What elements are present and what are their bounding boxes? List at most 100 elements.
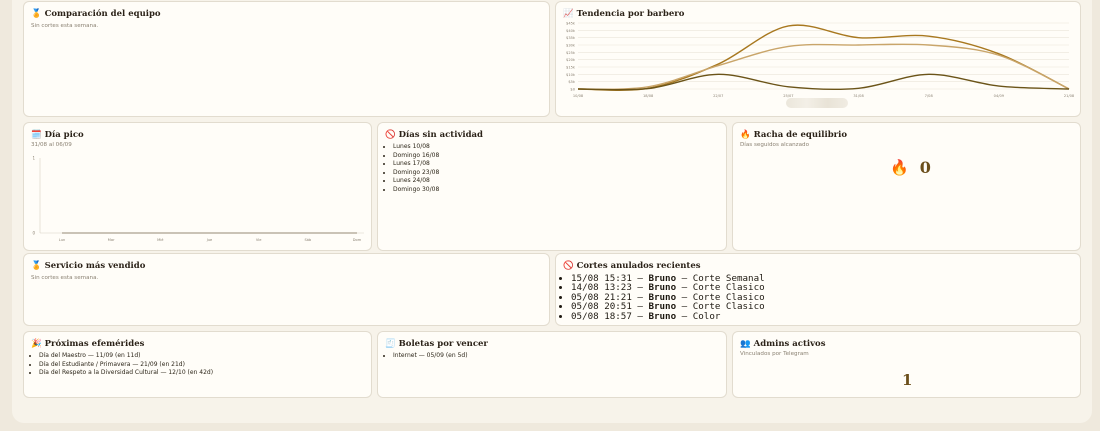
cancelled-cuts-card: 🚫Cortes anulados recientes 15/08 15:31 —… [555,253,1081,326]
card-title: 👥 Admins activos [740,339,826,349]
x-tick-label: Mié [157,238,164,242]
cut-service: — Corte Clasico [676,282,765,294]
y-tick-label: $40k [566,29,576,33]
x-tick-label: 18/08 [643,94,654,98]
y-tick-label: 1 [32,156,35,161]
list-item: Internet — 05/09 (en 5d) [393,352,468,361]
card-title: 📈 Tendencia por barbero [563,9,684,19]
card-title-text: Comparación del equipo [44,9,161,19]
cut-barber: Bruno [648,282,677,294]
list-item: Domingo 16/08 [393,152,439,161]
medal-icon: 🏅 [31,261,42,271]
list-item: Domingo 30/08 [393,186,439,195]
cut-service: — Color [676,310,721,322]
list-item: Lunes 24/08 [393,177,439,186]
active-admins-card: 👥 Admins activos Vinculados por Telegram … [732,331,1081,398]
card-title: 🧾 Boletas por vencer [385,339,488,349]
cut-barber: Bruno [648,310,677,322]
card-title: 🏅 Comparación del equipo [31,9,161,19]
cut-timestamp: 05/08 20:51 — [571,301,649,313]
x-tick-label: 04/09 [994,94,1005,98]
peak-day-chart: 1 0 Lun Mar Mié Jue Vie Sáb Dom [32,156,364,242]
y-tick-label: $0 [570,88,575,92]
y-tick-label: $35k [566,36,576,40]
x-tick-label: Jue [206,238,213,242]
card-title-text: Racha de equilibrio [753,130,848,140]
card-title-text: Días sin actividad [398,130,484,140]
x-tick-label: 31/08 [853,94,864,98]
medal-icon: 🏅 [31,9,42,19]
bills-due-list: Internet — 05/09 (en 5d) [385,352,468,361]
list-item: Día del Respeto a la Diversidad Cultural… [39,369,213,378]
card-subtitle: Sin cortes esta semana. [31,275,99,281]
cut-barber: Bruno [648,291,677,303]
series-line [577,24,1070,91]
cut-service: — Corte Semanal [676,273,765,284]
fire-icon: 🔥 [740,130,751,140]
card-title: 🎉 Próximas efemérides [31,339,144,349]
cancelled-cut-item: 05/08 20:51 — Bruno — Corte Clasico [571,302,765,311]
list-item: Día del Estudiante / Primavera — 21/09 (… [39,361,213,370]
y-tick-label: $10k [566,73,576,77]
dashboard-frame: 🏅 Comparación del equipo Sin cortes esta … [12,0,1092,423]
x-tick-label: 10/08 [573,94,584,98]
team-comparison-card: 🏅 Comparación del equipo Sin cortes esta … [23,1,550,117]
cancelled-cut-item: 14/08 13:23 — Bruno — Corte Clasico [571,283,765,292]
card-title-text: Tendencia por barbero [576,9,685,19]
cut-service: — Corte Clasico [676,301,765,313]
card-title-text: Día pico [44,130,84,140]
fire-icon: 🔥 [890,158,909,177]
cut-timestamp: 05/08 21:21 — [571,291,649,303]
cut-barber: Bruno [648,301,677,313]
card-title-text: Boletas por vencer [398,339,488,349]
list-item: Lunes 17/08 [393,160,439,169]
card-subtitle: Vinculados por Telegram [740,351,809,357]
y-tick-label: $45k [566,22,576,26]
y-tick-label: $20k [566,58,576,62]
streak-value: 🔥 0 [890,157,931,177]
card-title-text: Próximas efemérides [44,339,145,349]
cut-timestamp: 15/08 15:31 — [571,273,649,284]
cut-barber: Bruno [648,273,677,284]
x-tick-label: Sáb [304,238,311,242]
upcoming-dates-card: 🎉Próximas efemérides Día del Maestro — 1… [23,331,372,398]
list-item: Lunes 10/08 [393,143,439,152]
card-title: 🚫 Días sin actividad [385,130,483,140]
cancelled-cut-item: 15/08 15:31 — Bruno — Corte Semanal [571,274,765,283]
cancelled-cut-item: 05/08 21:21 — Bruno — Corte Clasico [571,293,765,302]
x-tick-label: Lun [59,238,66,242]
blurred-legend [786,98,848,108]
y-tick-label: $30k [566,44,576,48]
list-item: Domingo 23/08 [393,169,439,178]
trend-line-chart: $45k $40k $35k $30k $25k $20k $15k $10k $5k $0 10/… [566,22,1075,99]
admins-count: 1 [902,371,913,389]
cut-timestamp: 14/08 13:23 — [571,282,649,294]
cancelled-cuts-list: 15/08 15:31 — Bruno — Corte Semanal14/08… [562,274,765,321]
no-entry-icon: 🚫 [563,261,574,271]
x-tick-label: Dom [353,238,362,242]
series-line [577,73,1070,91]
users-icon: 👥 [740,339,751,349]
streak-card: 🔥 Racha de equilibrio Días seguidos alcan… [732,122,1081,251]
cut-service: — Corte Clasico [676,291,765,303]
bills-due-card: 🧾Boletas por vencer Internet — 05/09 (en… [377,331,727,398]
x-tick-label: 22/07 [713,94,723,98]
list-item: Día del Maestro — 11/09 (en 11d) [39,352,213,361]
card-title-text: Admins activos [753,339,826,349]
party-popper-icon: 🎉 [31,339,42,349]
card-subtitle: 31/08 al 06/09 [31,142,72,148]
x-tick-label: 25/07 [783,94,793,98]
y-tick-label: $5k [568,80,576,84]
x-tick-label: Mar [108,238,115,242]
top-service-card: 🏅 Servicio más vendido Sin cortes esta se… [23,253,550,326]
y-tick-label: $25k [566,51,576,55]
series-line [577,43,1070,90]
card-title-text: Servicio más vendido [44,261,146,271]
receipt-icon: 🧾 [385,339,396,349]
peak-day-card: 🗓️ Día pico 31/08 al 06/09 1 0 Lun Mar Mié Jue… [23,122,372,251]
x-tick-label: 21/08 [1064,94,1075,98]
chart-up-icon: 📈 [563,9,574,19]
calendar-icon: 🗓️ [31,130,42,140]
y-tick-label: 0 [32,231,35,236]
streak-number: 0 [919,158,931,177]
